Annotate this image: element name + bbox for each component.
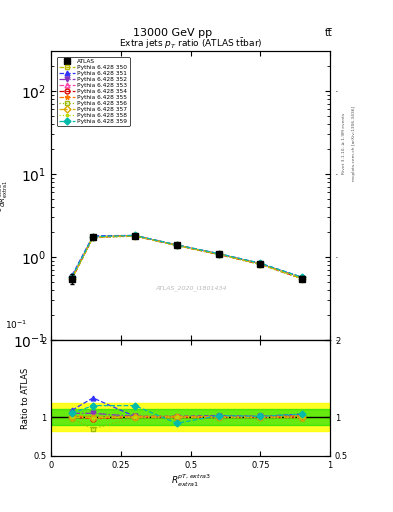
Pythia 6.428 357: [174, 242, 179, 248]
Pythia 6.428 350: [91, 233, 95, 240]
Pythia 6.428 353: [216, 251, 221, 258]
Pythia 6.428 355: [132, 232, 137, 239]
Pythia 6.428 358: [300, 275, 305, 282]
Pythia 6.428 359: [258, 260, 263, 266]
X-axis label: $R_{extra1}^{pT,extra3}$: $R_{extra1}^{pT,extra3}$: [171, 472, 211, 488]
Pythia 6.428 352: [300, 275, 305, 281]
Pythia 6.428 359: [91, 233, 95, 240]
Y-axis label: Ratio to ATLAS: Ratio to ATLAS: [21, 367, 30, 429]
Pythia 6.428 352: [70, 273, 74, 280]
Pythia 6.428 358: [132, 233, 137, 239]
Pythia 6.428 359: [300, 274, 305, 281]
Pythia 6.428 357: [216, 251, 221, 258]
Pythia 6.428 352: [216, 251, 221, 257]
Line: Pythia 6.428 359: Pythia 6.428 359: [70, 233, 305, 280]
Pythia 6.428 351: [174, 242, 179, 248]
Pythia 6.428 356: [300, 276, 305, 282]
Pythia 6.428 353: [174, 242, 179, 248]
Pythia 6.428 350: [174, 242, 179, 248]
Text: ATLAS_2020_I1801434: ATLAS_2020_I1801434: [155, 285, 226, 291]
Pythia 6.428 356: [91, 235, 95, 241]
Text: 13000 GeV pp: 13000 GeV pp: [133, 28, 213, 38]
Pythia 6.428 358: [70, 275, 74, 282]
Pythia 6.428 357: [258, 261, 263, 267]
Pythia 6.428 350: [300, 275, 305, 281]
Pythia 6.428 351: [91, 233, 95, 239]
Pythia 6.428 358: [174, 242, 179, 248]
Pythia 6.428 357: [70, 275, 74, 282]
Legend: ATLAS, Pythia 6.428 350, Pythia 6.428 351, Pythia 6.428 352, Pythia 6.428 353, P: ATLAS, Pythia 6.428 350, Pythia 6.428 35…: [57, 57, 130, 126]
Pythia 6.428 355: [70, 275, 74, 281]
Pythia 6.428 354: [70, 275, 74, 282]
Title: Extra jets $p_{T}$ ratio (ATLAS t$\bar{\rm t}$bar): Extra jets $p_{T}$ ratio (ATLAS t$\bar{\…: [119, 36, 263, 51]
Pythia 6.428 355: [174, 242, 179, 248]
Text: $10^{-1}$: $10^{-1}$: [5, 319, 28, 331]
Pythia 6.428 358: [91, 234, 95, 240]
Line: Pythia 6.428 356: Pythia 6.428 356: [70, 234, 305, 282]
Pythia 6.428 351: [132, 232, 137, 239]
Pythia 6.428 355: [258, 261, 263, 267]
Text: mcplots.cern.ch [arXiv:1306.3436]: mcplots.cern.ch [arXiv:1306.3436]: [352, 106, 356, 181]
Pythia 6.428 359: [174, 242, 179, 248]
Pythia 6.428 354: [216, 251, 221, 258]
Line: Pythia 6.428 354: Pythia 6.428 354: [70, 233, 305, 281]
Pythia 6.428 356: [174, 243, 179, 249]
Pythia 6.428 359: [132, 232, 137, 239]
Pythia 6.428 357: [300, 275, 305, 282]
Pythia 6.428 355: [91, 234, 95, 240]
Pythia 6.428 354: [258, 261, 263, 267]
Text: Rivet 3.1.10, ≥ 1.9M events: Rivet 3.1.10, ≥ 1.9M events: [342, 113, 345, 174]
Pythia 6.428 351: [70, 272, 74, 279]
Line: Pythia 6.428 353: Pythia 6.428 353: [70, 233, 305, 281]
Bar: [51, 403, 330, 431]
Pythia 6.428 356: [132, 233, 137, 239]
Pythia 6.428 352: [258, 261, 263, 267]
Pythia 6.428 352: [174, 242, 179, 248]
Pythia 6.428 353: [70, 275, 74, 282]
Pythia 6.428 351: [258, 260, 263, 266]
Pythia 6.428 356: [258, 262, 263, 268]
Pythia 6.428 354: [132, 233, 137, 239]
Pythia 6.428 354: [174, 242, 179, 248]
Pythia 6.428 356: [70, 276, 74, 282]
Pythia 6.428 353: [258, 261, 263, 267]
Pythia 6.428 354: [300, 275, 305, 282]
Pythia 6.428 357: [91, 234, 95, 240]
Text: tt̅: tt̅: [324, 28, 332, 38]
Pythia 6.428 356: [216, 251, 221, 258]
Pythia 6.428 350: [70, 275, 74, 281]
Pythia 6.428 352: [91, 234, 95, 240]
Pythia 6.428 358: [258, 261, 263, 267]
Line: Pythia 6.428 355: Pythia 6.428 355: [70, 233, 305, 281]
Pythia 6.428 353: [91, 234, 95, 240]
Pythia 6.428 359: [70, 273, 74, 280]
Pythia 6.428 354: [91, 234, 95, 240]
Line: Pythia 6.428 350: Pythia 6.428 350: [70, 233, 305, 281]
Line: Pythia 6.428 352: Pythia 6.428 352: [70, 233, 305, 281]
Pythia 6.428 358: [216, 251, 221, 258]
Pythia 6.428 351: [216, 250, 221, 257]
Pythia 6.428 350: [132, 232, 137, 239]
Pythia 6.428 353: [132, 233, 137, 239]
Bar: [51, 410, 330, 425]
Line: Pythia 6.428 351: Pythia 6.428 351: [70, 233, 305, 280]
Pythia 6.428 350: [216, 251, 221, 257]
Y-axis label: $\frac{1}{\sigma}\frac{d\sigma}{dR_{\rm extra1}^{\rm extra}}$: $\frac{1}{\sigma}\frac{d\sigma}{dR_{\rm …: [0, 179, 10, 212]
Line: Pythia 6.428 357: Pythia 6.428 357: [70, 233, 305, 281]
Pythia 6.428 359: [216, 250, 221, 257]
Pythia 6.428 357: [132, 233, 137, 239]
Pythia 6.428 355: [300, 275, 305, 281]
Pythia 6.428 350: [258, 261, 263, 267]
Line: Pythia 6.428 358: Pythia 6.428 358: [70, 233, 305, 281]
Pythia 6.428 352: [132, 232, 137, 239]
Pythia 6.428 353: [300, 275, 305, 282]
Pythia 6.428 355: [216, 251, 221, 257]
Pythia 6.428 351: [300, 274, 305, 281]
